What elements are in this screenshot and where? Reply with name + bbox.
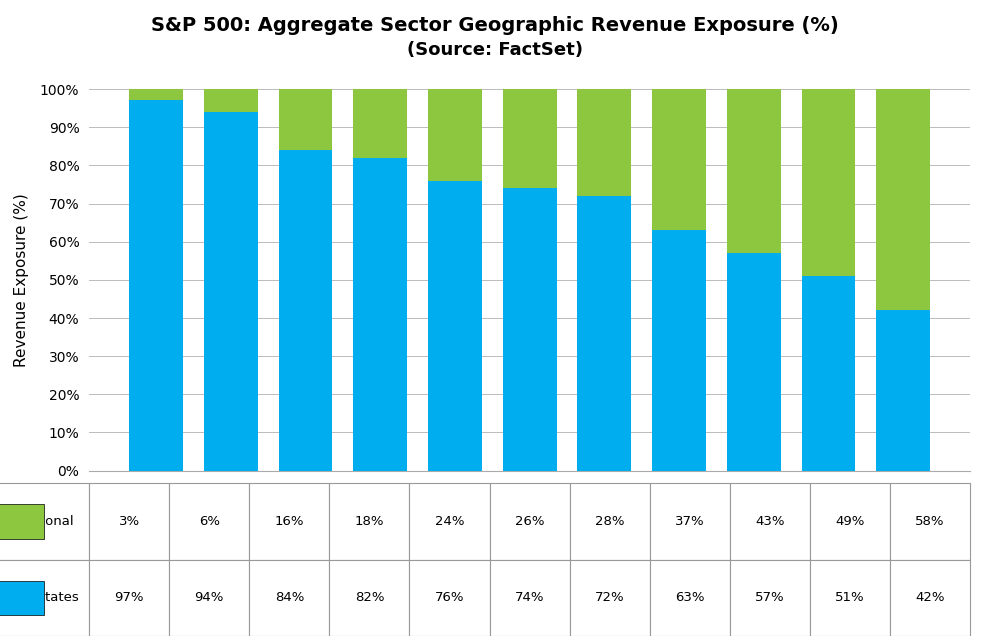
Bar (577, 89, 632, 196)
Bar (652, 89, 706, 230)
Bar (876, 310, 931, 471)
Bar (802, 276, 855, 471)
Bar (278, 150, 333, 471)
Bar (503, 188, 556, 471)
Bar (428, 181, 482, 471)
Bar (802, 89, 855, 276)
Text: S&P 500: Aggregate Sector Geographic Revenue Exposure (%): S&P 500: Aggregate Sector Geographic Rev… (151, 16, 839, 35)
Text: (Source: FactSet): (Source: FactSet) (407, 41, 583, 59)
FancyBboxPatch shape (0, 504, 45, 539)
Bar (428, 89, 482, 181)
Bar (727, 89, 781, 253)
Bar (278, 89, 333, 150)
Bar (129, 100, 183, 471)
Bar (727, 253, 781, 471)
Bar (876, 89, 931, 310)
Bar (577, 196, 632, 471)
Bar (652, 230, 706, 471)
Y-axis label: Revenue Exposure (%): Revenue Exposure (%) (14, 193, 29, 367)
Bar (204, 89, 257, 112)
Bar (353, 89, 407, 158)
Bar (129, 89, 183, 100)
Bar (204, 112, 257, 471)
FancyBboxPatch shape (0, 581, 45, 615)
Bar (503, 89, 556, 188)
Bar (353, 158, 407, 471)
